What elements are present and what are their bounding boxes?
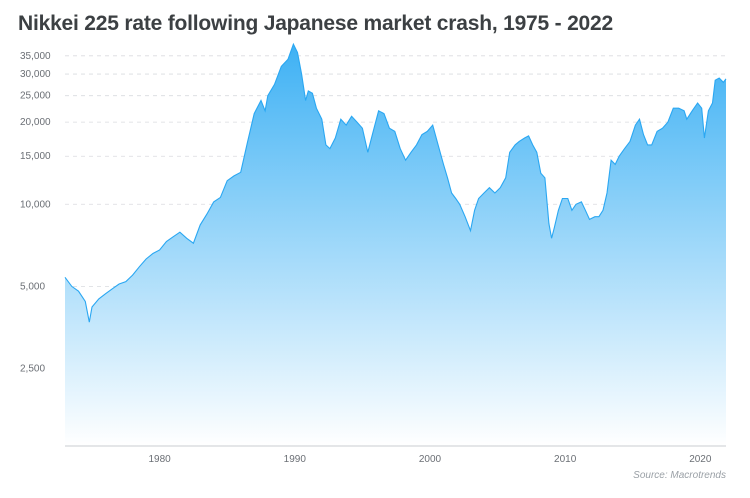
x-tick-label: 2020	[689, 454, 712, 465]
y-tick-labels: 2,500 5,000 10,000 15,000 20,000 25,000 30,000…	[20, 51, 51, 375]
x-tick-label: 1990	[284, 454, 307, 465]
y-tick-label: 2,500	[20, 364, 45, 375]
x-tick-labels: 1980 1990 2000 2010 2020	[148, 454, 711, 465]
x-tick-label: 2010	[554, 454, 577, 465]
x-tick-label: 1980	[148, 454, 171, 465]
price-line	[64, 42, 727, 323]
y-tick-label: 10,000	[20, 199, 51, 210]
y-tick-label: 20,000	[20, 117, 51, 128]
y-tick-label: 25,000	[20, 91, 51, 102]
y-tick-label: 30,000	[20, 69, 51, 80]
y-tick-label: 5,000	[20, 281, 45, 292]
x-tick-label: 2000	[419, 454, 442, 465]
y-tick-label: 35,000	[20, 51, 51, 62]
chart-title: Nikkei 225 rate following Japanese marke…	[18, 12, 613, 35]
price-area	[65, 44, 726, 446]
y-tick-label: 15,000	[20, 151, 51, 162]
source-note: Source: Macrotrends	[633, 470, 726, 481]
